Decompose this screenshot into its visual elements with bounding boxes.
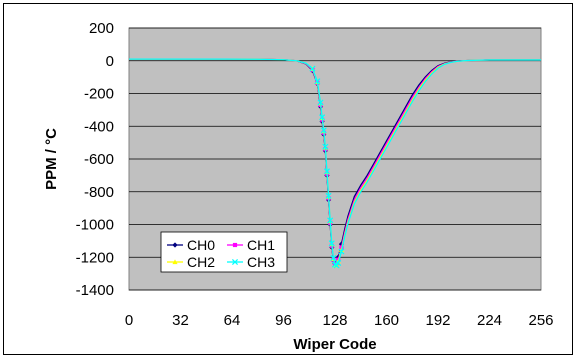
data-point-stroke xyxy=(317,99,324,106)
x-tick-label: 128 xyxy=(322,312,347,329)
data-point xyxy=(172,242,178,248)
data-point xyxy=(319,114,326,121)
data-point-stroke xyxy=(314,78,321,85)
x-tick-label: 32 xyxy=(172,312,189,329)
data-point-stroke xyxy=(327,217,334,224)
y-tick-label: -1000 xyxy=(76,217,114,234)
data-point-stroke xyxy=(338,248,345,255)
y-axis-ticks: 200 0 -200 -400 -600 -800 -1000 -1200 -1400 xyxy=(76,20,114,299)
data-point xyxy=(327,217,334,224)
x-tick-label: 192 xyxy=(425,312,450,329)
data-point xyxy=(231,258,239,266)
data-point-stroke xyxy=(330,255,337,262)
x-tick-label: 96 xyxy=(275,312,292,329)
data-point-stroke xyxy=(325,192,332,199)
data-point xyxy=(317,99,324,106)
y-tick-label: -1200 xyxy=(76,249,114,266)
x-tick-label: 160 xyxy=(374,312,399,329)
series-line xyxy=(129,58,541,267)
x-tick-label: 0 xyxy=(125,312,133,329)
data-point-stroke xyxy=(309,65,316,72)
data-point-stroke xyxy=(320,127,327,134)
data-point xyxy=(322,143,329,150)
data-point xyxy=(232,242,238,248)
data-point xyxy=(335,259,342,267)
y-tick-label: -200 xyxy=(84,86,114,103)
series-ch3 xyxy=(129,58,541,269)
x-tick-label: 224 xyxy=(477,312,502,329)
data-point xyxy=(328,240,335,247)
data-point xyxy=(338,248,345,255)
data-point xyxy=(314,78,321,85)
series-layer xyxy=(129,58,541,269)
x-axis-label: Wiper Code xyxy=(293,336,376,353)
legend-item-ch2: CH2 xyxy=(167,254,215,270)
y-tick-label: -400 xyxy=(84,118,114,135)
x-axis-ticks: 0 32 64 96 128 160 192 224 256 xyxy=(125,312,554,329)
y-tick-label: -600 xyxy=(84,151,114,168)
data-point-stroke xyxy=(231,258,239,266)
data-point xyxy=(320,127,327,134)
gridlines xyxy=(129,27,541,291)
data-point xyxy=(325,192,332,199)
y-tick-label: -800 xyxy=(84,184,114,201)
data-point-stroke xyxy=(319,114,326,121)
y-tick-label: 0 xyxy=(106,53,114,70)
legend-label: CH2 xyxy=(187,254,215,270)
data-point-stroke xyxy=(328,240,335,247)
x-tick-label: 64 xyxy=(224,312,241,329)
data-point xyxy=(309,65,316,72)
y-tick-label: 200 xyxy=(89,20,114,37)
data-point-stroke xyxy=(335,259,342,267)
legend-item-ch3: CH3 xyxy=(227,254,275,270)
legend-box xyxy=(160,231,288,273)
data-point xyxy=(172,259,178,265)
legend-item-ch0: CH0 xyxy=(167,237,215,253)
legend-label: CH1 xyxy=(247,237,275,253)
legend-label: CH3 xyxy=(247,254,275,270)
legend-item-ch1: CH1 xyxy=(227,237,275,253)
data-point xyxy=(330,255,337,262)
data-point-stroke xyxy=(322,143,329,150)
x-tick-label: 256 xyxy=(528,312,553,329)
data-point-stroke xyxy=(323,168,330,175)
legend-label: CH0 xyxy=(187,237,215,253)
legend: CH0 CH1 CH2 CH3 xyxy=(160,231,288,273)
data-point xyxy=(323,168,330,175)
y-axis-label: PPM / °C xyxy=(43,128,60,190)
y-tick-label: -1400 xyxy=(76,282,114,299)
